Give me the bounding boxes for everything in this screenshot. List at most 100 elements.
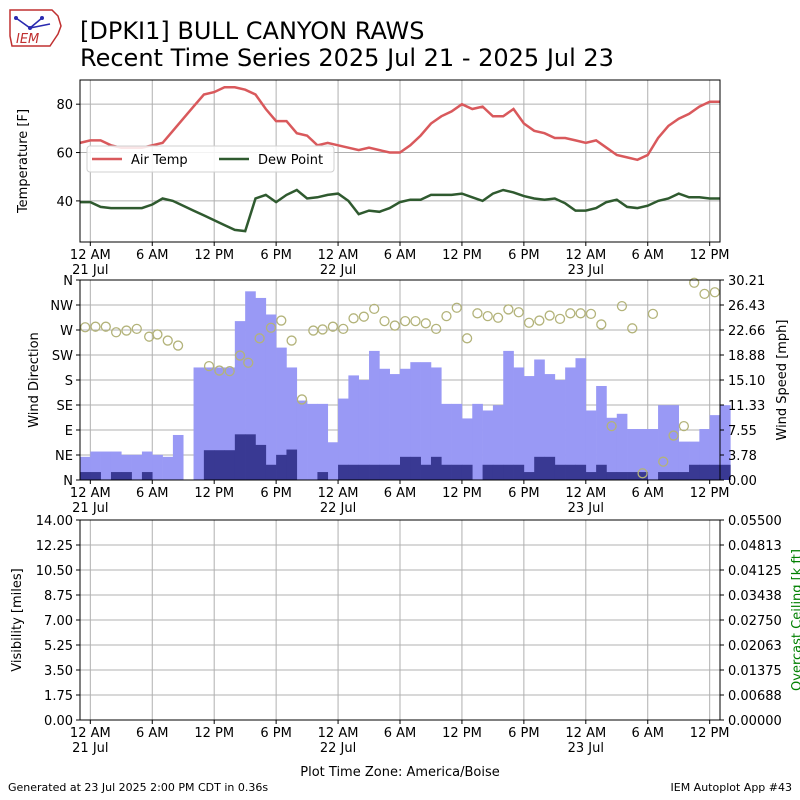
wind-direction-point xyxy=(234,350,246,361)
wind-gust-bar xyxy=(317,472,329,480)
air-temp-line xyxy=(79,86,720,162)
wind-gust-bar xyxy=(358,464,370,480)
wind-gust-bar xyxy=(585,472,597,480)
wind-direction-point xyxy=(358,311,370,322)
wind-speed-bar xyxy=(503,350,514,480)
wind-speed-bar xyxy=(379,368,390,480)
wind-gust-bar xyxy=(534,456,545,480)
wind-direction-point xyxy=(523,317,535,328)
wind-speed-bar xyxy=(689,441,700,480)
wind-gust-bar xyxy=(627,472,638,480)
visibility-axis-label: Visibility [miles] xyxy=(10,568,25,671)
x-tick-label: 12 AM xyxy=(318,248,359,263)
wind-gust-bar xyxy=(121,472,132,480)
y2-tick-label: 0.00 xyxy=(728,474,757,489)
temperature-axis-label: Temperature [F] xyxy=(16,109,31,214)
wind-direction-point xyxy=(265,322,277,333)
wind-speed-bar xyxy=(699,429,710,480)
wind-gust-bar xyxy=(565,464,576,480)
wind-gust-bar xyxy=(492,464,504,480)
timezone-label: Plot Time Zone: America/Boise xyxy=(300,765,500,780)
wind-speed-bar xyxy=(472,403,483,480)
y2-tick-label: 30.21 xyxy=(728,274,765,289)
wind-gust-bar xyxy=(451,464,463,480)
wind-speed-bar xyxy=(637,429,649,480)
wind-direction-point xyxy=(100,321,111,332)
y-tick-label: 12.25 xyxy=(36,539,73,554)
x-tick-label: 12 AM xyxy=(70,248,111,263)
wind-speed-axis-label: Wind Speed [mph] xyxy=(775,320,790,441)
wind-speed-bar xyxy=(420,362,432,480)
generated-note: Generated at 23 Jul 2025 2:00 PM CDT in … xyxy=(8,781,269,794)
x-tick-label: 12 AM xyxy=(318,486,359,501)
wind-speed-bar xyxy=(141,451,153,480)
y2-tick-label: 0.00000 xyxy=(728,714,782,729)
x-date-label: 22 Jul xyxy=(320,741,356,756)
x-tick-label: 6 PM xyxy=(508,248,539,263)
wind-gust-bar xyxy=(338,464,349,480)
wind-speed-bar xyxy=(441,403,452,480)
wind-gust-bar xyxy=(234,434,246,480)
wind-direction-point xyxy=(276,315,287,326)
x-tick-label: 6 PM xyxy=(508,726,539,741)
wind-direction-point xyxy=(379,315,390,327)
wind-direction-point xyxy=(203,360,215,372)
wind-speed-bar xyxy=(544,374,556,480)
wind-gust-bar xyxy=(554,464,566,480)
wind-speed-bar xyxy=(647,429,659,480)
x-tick-label: 12 AM xyxy=(565,486,606,501)
wind-speed-bar xyxy=(100,451,112,480)
y-tick-label: 7.00 xyxy=(44,614,73,629)
x-tick-label: 6 PM xyxy=(508,486,539,501)
wind-speed-bar xyxy=(131,454,143,480)
wind-speed-bar xyxy=(121,454,132,480)
wind-speed-bar xyxy=(451,403,463,480)
wind-direction-point xyxy=(658,456,669,467)
wind-direction-point xyxy=(400,315,411,327)
wind-speed-bar xyxy=(565,367,576,480)
x-tick-label: 12 PM xyxy=(442,486,482,501)
wind-direction-point xyxy=(90,321,101,332)
x-tick-label: 12 AM xyxy=(565,726,606,741)
y-tick-label: 5.25 xyxy=(44,639,73,654)
x-date-label: 22 Jul xyxy=(320,263,356,278)
wind-gust-bar xyxy=(658,472,669,480)
wind-gust-bar xyxy=(224,450,236,480)
wind-speed-bar xyxy=(317,403,329,480)
wind-speed-bar xyxy=(358,380,370,480)
x-tick-label: 12 PM xyxy=(194,248,234,263)
wind-gust-bar xyxy=(276,454,287,480)
y-tick-label: NE xyxy=(55,449,73,464)
legend-label: Dew Point xyxy=(258,153,323,168)
wind-direction-point xyxy=(308,325,319,336)
wind-speed-bar xyxy=(80,456,91,480)
wind-speed-bar xyxy=(492,405,504,480)
x-tick-label: 6 PM xyxy=(260,248,291,263)
wind-gust-bar xyxy=(689,464,700,480)
wind-gust-bar xyxy=(596,464,607,480)
wind-speed-bar xyxy=(482,410,494,480)
wind-direction-point xyxy=(327,321,339,332)
y-tick-label: 0.00 xyxy=(44,714,73,729)
y2-tick-label: 0.02750 xyxy=(728,614,782,629)
wind-speed-bar xyxy=(224,367,236,480)
wind-gust-bar xyxy=(575,464,587,480)
y-tick-label: 8.75 xyxy=(44,589,73,604)
x-tick-label: 6 AM xyxy=(631,248,664,263)
wind-direction-point xyxy=(224,365,235,377)
x-tick-label: 6 PM xyxy=(260,486,291,501)
x-tick-label: 6 AM xyxy=(136,248,169,263)
wind-direction-point xyxy=(482,310,493,322)
legend-box xyxy=(86,145,335,173)
wind-direction-point xyxy=(596,319,607,330)
wind-direction-point xyxy=(627,323,638,334)
wind-speed-bar xyxy=(265,314,277,480)
wind-speed-bar xyxy=(616,413,628,480)
wind-direction-point xyxy=(317,324,328,335)
wind-speed-bar xyxy=(90,451,101,480)
y2-tick-label: 0.04125 xyxy=(728,564,782,579)
page-subtitle: Recent Time Series 2025 Jul 21 - 2025 Ju… xyxy=(80,44,614,72)
y2-tick-label: 22.66 xyxy=(728,324,765,339)
wind-direction-point xyxy=(441,310,452,322)
wind-speed-bar xyxy=(513,367,525,480)
